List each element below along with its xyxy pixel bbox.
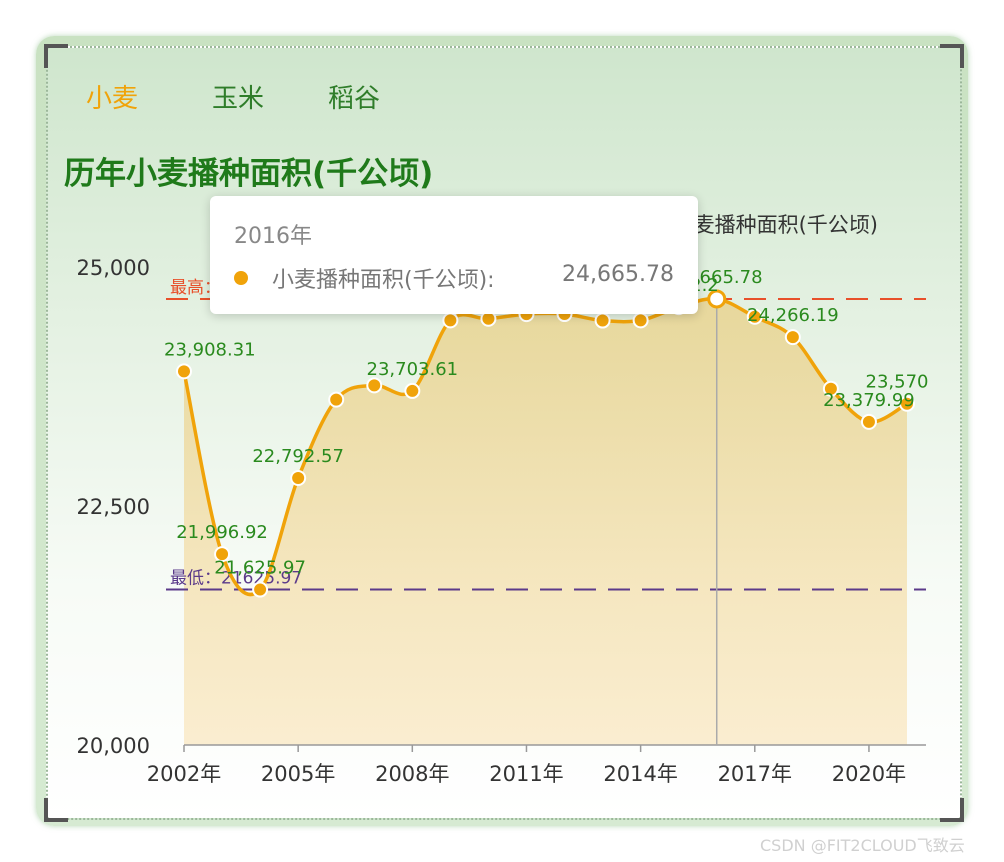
data-label: 23,703.61: [367, 359, 459, 380]
data-point: [252, 581, 269, 598]
data-label: 23,570: [866, 372, 929, 393]
data-point: [442, 312, 459, 329]
data-point: [822, 380, 839, 397]
data-point: [328, 391, 345, 408]
y-tick-label: 25,000: [77, 256, 150, 280]
data-point: [594, 312, 611, 329]
x-tick-label: 2014年: [603, 762, 677, 786]
x-tick-label: 2017年: [718, 762, 792, 786]
data-point: [632, 312, 649, 329]
tab-wheat[interactable]: 小麦: [86, 84, 139, 114]
data-label: 22,792.57: [252, 446, 344, 467]
data-label: 23,379.99: [823, 390, 915, 411]
watermark: CSDN @FIT2CLOUD飞致云: [760, 836, 965, 855]
y-tick-label: 22,500: [77, 495, 150, 519]
data-point: [860, 413, 877, 430]
data-point: [366, 377, 383, 394]
tooltip-series-name: 小麦播种面积(千公顷):: [272, 268, 495, 293]
x-tick-label: 2002年: [147, 762, 221, 786]
tooltip-series-marker: [234, 271, 248, 285]
data-point: [746, 308, 763, 325]
data-point: [707, 289, 727, 309]
x-tick-label: 2011年: [489, 762, 563, 786]
data-label: 23,908.31: [164, 339, 256, 360]
data-point: [290, 470, 307, 487]
y-tick-label: 20,000: [77, 734, 150, 758]
data-point: [214, 546, 231, 563]
data-point: [404, 382, 421, 399]
series-area: [184, 298, 907, 745]
data-label: 24,266.19: [747, 305, 839, 326]
tooltip-title: 2016年: [234, 224, 312, 249]
corner-top-left: [44, 44, 68, 68]
legend-label: 小麦播种面积(千公顷): [673, 213, 878, 237]
tooltip-value: 24,665.78: [562, 262, 674, 287]
tab-corn[interactable]: 玉米: [212, 84, 265, 114]
x-tick-label: 2008年: [375, 762, 449, 786]
data-label: 21,625.97: [214, 558, 306, 579]
data-label: 21,996.92: [176, 522, 268, 543]
corner-top-right: [940, 44, 964, 68]
data-point: [176, 363, 192, 380]
data-point: [784, 329, 801, 346]
chart-title: 历年小麦播种面积(千公顷): [64, 156, 434, 192]
corner-bottom-left: [44, 798, 68, 822]
tab-rice[interactable]: 稻谷: [328, 84, 381, 114]
x-tick-label: 2020年: [832, 762, 906, 786]
x-tick-label: 2005年: [261, 762, 335, 786]
data-tooltip: 2016年 小麦播种面积(千公顷): 24,665.78: [210, 196, 698, 314]
data-point: [899, 395, 915, 412]
corner-bottom-right: [940, 798, 964, 822]
